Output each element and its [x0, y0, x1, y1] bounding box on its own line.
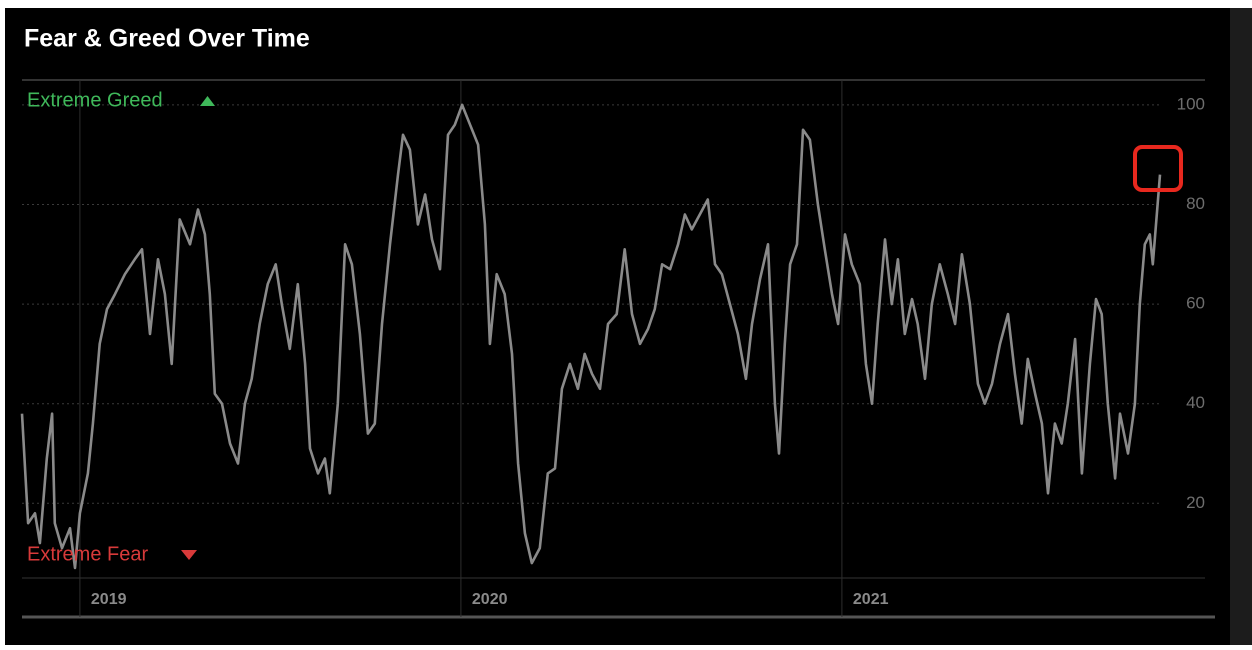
chart-title: Fear & Greed Over Time: [24, 25, 310, 53]
x-tick-label: 2021: [853, 591, 889, 608]
series-line: [20, 103, 1162, 570]
highlight-box: [1133, 145, 1183, 192]
greed-arrow: [200, 96, 215, 106]
y-tick-label: 100: [1177, 94, 1205, 113]
y-tick-label: 40: [1186, 393, 1205, 412]
y-tick-label: 60: [1186, 294, 1205, 313]
greed-label: Extreme Greed: [27, 89, 163, 111]
fear-arrow: [181, 550, 197, 560]
y-tick-label: 80: [1186, 194, 1205, 213]
y-tick-label: 20: [1186, 493, 1205, 512]
fear-label: Extreme Fear: [27, 543, 148, 565]
x-tick-label: 2019: [91, 591, 127, 608]
scroll-strip: [1230, 8, 1252, 645]
x-tick-label: 2020: [472, 591, 508, 608]
chart-background: [5, 8, 1230, 645]
